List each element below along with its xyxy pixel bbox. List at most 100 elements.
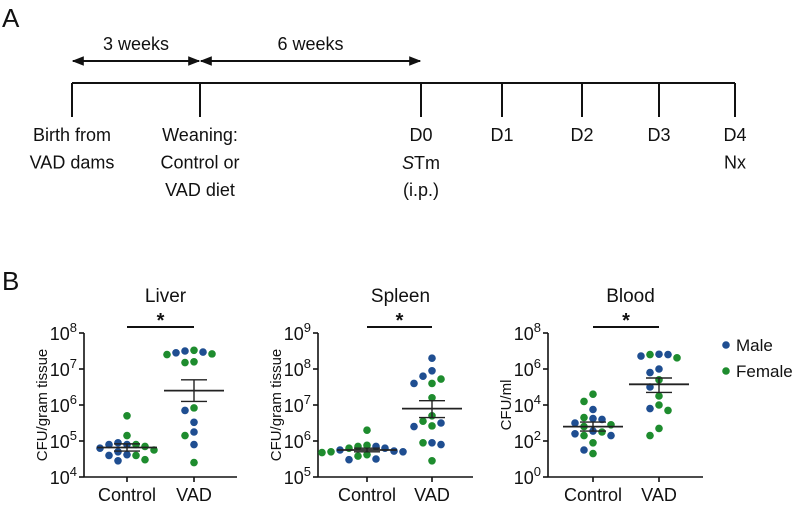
y-tick-label: 107 [50,356,77,380]
data-point [428,367,436,375]
data-point [589,405,597,414]
data-point [646,368,654,377]
event-label: D1 [490,125,513,145]
data-point [580,446,588,454]
legend-marker-male [722,341,730,349]
data-point [181,406,189,415]
data-point [141,455,149,464]
event-label: Weaning: [162,125,238,145]
data-point [655,365,663,373]
data-point [190,358,198,366]
data-point [190,428,198,436]
legend: Male Female [722,336,793,381]
data-point [114,448,122,456]
chart-title: Blood [606,286,655,307]
y-tick-label: 105 [284,464,311,488]
data-point [190,346,198,355]
tick-base: 10 [514,324,534,344]
tick-base: 10 [284,468,304,488]
legend-marker-female [722,367,730,375]
data-point [655,350,663,359]
tick-exponent: 7 [304,392,311,407]
data-point [199,348,207,356]
event-label: Nx [724,153,746,173]
tick-base: 10 [50,432,70,452]
event-label: D0 [409,125,432,145]
data-point [141,442,149,451]
y-tick-label: 104 [50,464,77,488]
data-point [190,404,198,412]
x-tick-label: Control [98,485,156,505]
data-point [190,418,198,427]
y-tick-label: 109 [284,320,311,344]
y-tick-label: 108 [514,320,541,344]
tick-exponent: 5 [70,428,77,443]
data-point [419,417,427,426]
tick-exponent: 5 [304,464,311,479]
data-point [114,439,122,447]
data-point [390,447,398,455]
tick-exponent: 7 [70,356,77,371]
tick-base: 10 [50,468,70,488]
tick-base: 10 [514,468,534,488]
data-point [428,422,436,430]
data-point [208,350,216,358]
data-point [363,426,371,435]
tick-base: 10 [50,396,70,416]
data-point [399,448,407,456]
event-label: Birth from [33,125,111,145]
x-tick-label: Control [564,485,622,505]
data-point [428,379,436,388]
y-axis-label: CFU/ml [498,380,515,431]
data-point [181,347,189,355]
data-point [664,350,672,359]
data-point [646,404,654,413]
tick-base: 10 [284,324,304,344]
data-point [190,458,198,467]
data-point [589,439,597,447]
event-label: D4 [723,125,746,145]
tick-base: 10 [50,360,70,380]
event-label: Control or [160,153,239,173]
data-point [571,430,579,438]
chart-title: Liver [145,286,187,307]
tick-exponent: 0 [534,464,541,479]
tick-base: 10 [50,324,70,344]
data-point [132,440,140,449]
span-label: 3 weeks [103,34,169,54]
tick-base: 10 [514,432,534,452]
data-point [327,448,335,456]
y-axis-label: CFU/gram tissue [268,349,285,462]
y-tick-label: 106 [284,428,311,452]
data-point [428,394,436,402]
span-label: 6 weeks [277,34,343,54]
tick-exponent: 6 [534,356,541,371]
legend-label: Female [736,362,793,381]
data-point [664,406,672,415]
data-point [419,372,427,381]
y-axis-label: CFU/gram tissue [34,349,51,462]
data-point [181,358,189,367]
data-point [607,431,615,440]
data-point [345,455,353,464]
data-point [363,450,371,459]
data-point [598,415,606,424]
data-point [114,457,122,465]
tick-base: 10 [514,360,534,380]
data-point [589,390,597,399]
tick-base: 10 [284,432,304,452]
tick-exponent: 4 [70,464,77,479]
significance-star: * [396,310,404,332]
x-tick-label: VAD [176,485,212,505]
data-point [372,442,380,451]
data-point [410,379,418,388]
y-tick-label: 107 [284,392,311,416]
chart-title: Spleen [371,286,430,307]
data-point [637,352,645,360]
legend-label: Male [736,336,773,355]
tick-exponent: 4 [534,392,541,407]
event-label: VAD dams [30,153,115,173]
